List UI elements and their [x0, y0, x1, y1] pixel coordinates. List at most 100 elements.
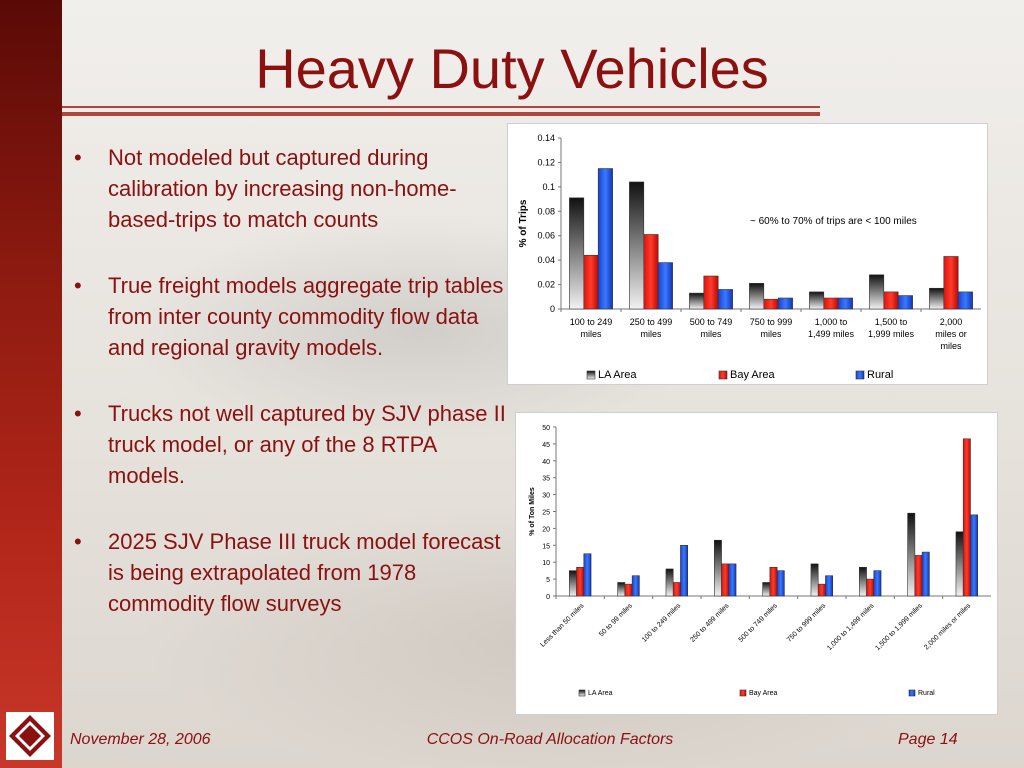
legend-label: LA Area — [588, 690, 613, 697]
bullet-icon: • — [74, 273, 82, 298]
y-tick-label: 25 — [542, 510, 550, 517]
bar — [897, 295, 913, 310]
y-tick-label: 45 — [542, 442, 550, 449]
bar — [624, 583, 633, 597]
sidebar-band — [0, 0, 62, 768]
x-tick-label: 100 to 249 miles — [641, 602, 683, 644]
x-tick-label: 750 to 999 miles — [786, 602, 828, 644]
bar — [657, 262, 673, 310]
y-tick-label: 50 — [542, 425, 550, 432]
bar — [631, 575, 640, 597]
legend-swatch — [739, 689, 747, 697]
bullet-text: True freight models aggregate trip table… — [108, 273, 504, 360]
bar — [970, 514, 979, 597]
bar — [665, 568, 674, 597]
bar — [866, 578, 875, 597]
bullet-icon: • — [74, 401, 82, 426]
legend-label: Bay Area — [749, 690, 778, 697]
bar — [907, 512, 916, 597]
bar — [703, 275, 719, 310]
x-tick-label: miles — [580, 329, 602, 339]
bar — [914, 555, 923, 597]
trips-bar-chart: 0 0.02 0.04 0.06 0.08 0.1 0.12 0.14 % of Trips 10… — [518, 133, 981, 381]
bar — [962, 438, 971, 597]
chart-annotation: ~ 60% to 70% of trips are < 100 miles — [750, 216, 917, 227]
x-tick-label: 50 to 99 miles — [598, 602, 634, 638]
bullet-text: 2025 SJV Phase III truck model forecast … — [108, 529, 501, 616]
x-tick-label: 500 to 749 — [690, 317, 733, 327]
x-tick-label: 1,000 to 1,499 miles — [826, 602, 876, 652]
y-axis-label: % of Trips — [518, 199, 529, 247]
bullet-list: • Not modeled but captured during calibra… — [74, 142, 510, 654]
footer-page-number: Page 14 — [898, 731, 958, 748]
legend-swatch — [855, 370, 865, 380]
slide-title: Heavy Duty Vehicles — [255, 37, 769, 100]
y-tick-label: 5 — [546, 577, 550, 584]
title-divider-thin — [62, 106, 820, 108]
bar — [689, 292, 705, 310]
bar — [817, 583, 826, 597]
bullet-item: • True freight models aggregate trip tabl… — [74, 270, 510, 363]
bar — [728, 563, 737, 597]
bar — [776, 570, 785, 597]
bar — [749, 283, 765, 310]
y-tick-label: 40 — [542, 459, 550, 466]
x-tick-label: 750 to 999 — [750, 317, 793, 327]
bullet-item: • 2025 SJV Phase III truck model forecast… — [74, 526, 510, 619]
bar — [809, 291, 825, 310]
y-tick-label: 0 — [546, 594, 550, 601]
bar — [576, 566, 585, 597]
x-tick-label: miles — [700, 329, 722, 339]
bar — [929, 287, 945, 310]
x-tick-label: 2,000 — [940, 317, 963, 327]
bar — [762, 582, 771, 597]
x-tick-label: 1,500 to — [875, 317, 908, 327]
bullet-text: Trucks not well captured by SJV phase II… — [108, 401, 506, 488]
y-tick-label: 30 — [542, 493, 550, 500]
legend-swatch — [718, 370, 728, 380]
x-tick-label: 1,000 to — [815, 317, 848, 327]
x-tick-label: 1,999 miles — [868, 329, 915, 339]
bullet-icon: • — [74, 145, 82, 170]
legend-label: Rural — [918, 690, 935, 697]
bar — [823, 297, 839, 310]
bar — [873, 570, 882, 597]
bar — [569, 197, 585, 310]
bar — [825, 575, 834, 597]
legend-label: Rural — [867, 369, 893, 381]
bullet-icon: • — [74, 529, 82, 554]
bar — [680, 545, 689, 597]
y-tick-label: 0 — [550, 304, 555, 314]
bar — [629, 181, 645, 310]
x-tick-label: 1,499 miles — [808, 329, 855, 339]
x-tick-label: 100 to 249 — [570, 317, 613, 327]
x-tick-label: Less than 50 miles — [539, 602, 586, 649]
logo-icon — [6, 712, 54, 760]
ton-miles-chart-panel: 0 5 10 15 20 25 30 35 40 45 50 % of Ton Miles Less t… — [515, 412, 998, 715]
y-tick-label: 0.12 — [537, 157, 555, 167]
x-tick-label: miles — [640, 329, 662, 339]
bar — [763, 298, 779, 310]
bar — [921, 551, 930, 597]
x-tick-label: 250 to 499 miles — [689, 602, 731, 644]
x-tick-label: 500 to 749 miles — [738, 602, 780, 644]
bar — [883, 291, 899, 310]
x-tick-label: miles or — [935, 329, 967, 339]
bar — [617, 582, 626, 597]
x-tick-label: 2,000 miles or miles — [923, 602, 972, 651]
bar — [717, 289, 733, 310]
bar — [643, 234, 659, 310]
legend-label: Bay Area — [730, 369, 776, 381]
y-tick-label: 0.08 — [537, 206, 555, 216]
y-tick-label: 15 — [542, 543, 550, 550]
y-tick-label: 0.06 — [537, 231, 555, 241]
y-tick-label: 0.14 — [537, 133, 555, 143]
x-tick-label: miles — [760, 329, 782, 339]
footer-date: November 28, 2006 — [70, 731, 211, 748]
bar — [943, 256, 959, 310]
bullet-text: Not modeled but captured during calibrat… — [108, 145, 457, 232]
legend-swatch — [908, 689, 916, 697]
title-divider-thick — [62, 112, 820, 116]
y-tick-label: 0.02 — [537, 280, 555, 290]
bar — [597, 168, 613, 310]
